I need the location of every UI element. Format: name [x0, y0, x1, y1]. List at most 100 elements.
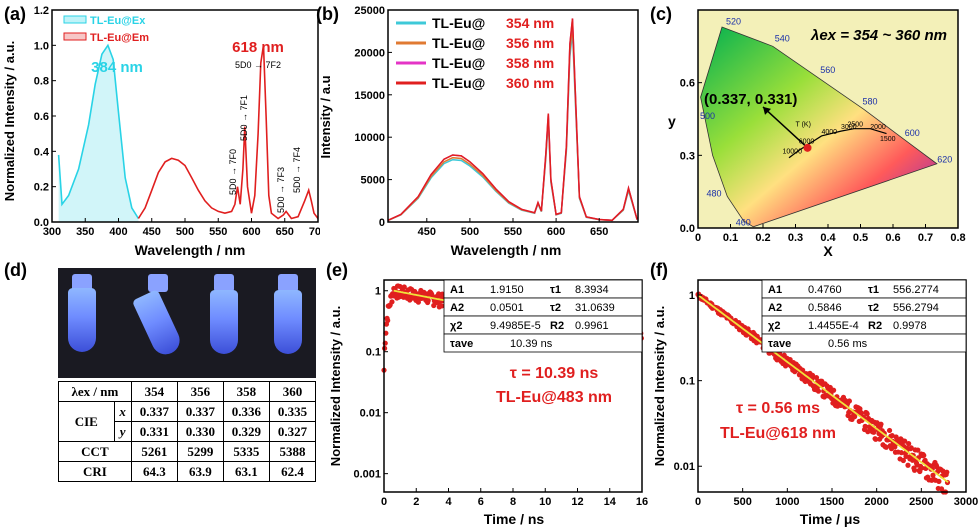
a-xtick-label: 500 [176, 226, 194, 238]
b-ytick-label: 25000 [354, 5, 385, 17]
panel-label-f: (f) [650, 260, 668, 280]
f-xtick-label: 0 [695, 496, 701, 508]
trans-f1: 5D0 → 7F1 [239, 95, 249, 141]
e-xlabel: Time / ns [484, 511, 545, 527]
cell: 5299 [176, 441, 224, 462]
decay-point [878, 421, 884, 427]
chart-f: 0 500 1000 1500 2000 2500 3000 1 0.1 0.01 Normali… [652, 279, 978, 527]
table-f-cell: 0.56 ms [828, 338, 868, 350]
panel-label-c: (c) [650, 4, 672, 24]
planckian-locus [788, 128, 887, 159]
row-y: y [113, 421, 132, 442]
temp-label: 4000 [822, 129, 838, 136]
e-xtick-label: 8 [510, 496, 516, 508]
trans-f4: 5D0 → 7F4 [292, 147, 302, 193]
f-ytick-label: 0.01 [674, 461, 695, 473]
decay-point [930, 472, 936, 478]
table-e-cell: 9.4985E-5 [490, 320, 541, 332]
cell: 0.327 [268, 421, 317, 442]
ex-area [58, 45, 139, 222]
peak-ex-label: 384 nm [91, 59, 143, 76]
table-e-cell: 0.9961 [575, 320, 609, 332]
fit-curve [697, 294, 949, 483]
a-xlabel: Wavelength / nm [135, 242, 246, 258]
table-e-cell: 31.0639 [575, 302, 615, 314]
chart-b: 450 500 550 600 650 0 5000 10000 15000 20000 25000… [318, 5, 639, 258]
c-ylabel: y [668, 113, 676, 129]
legend-prefix: TL-Eu@ [432, 15, 485, 31]
e-sample: TL-Eu@483 nm [496, 389, 612, 406]
decay-point [874, 420, 880, 426]
legend-value: 356 nm [506, 35, 554, 51]
legend-swatch-em [63, 32, 87, 41]
table-f-cell: χ2 [768, 320, 780, 332]
temp-label: 10000 [783, 148, 803, 155]
legend-ex: TL-Eu@Ex [90, 15, 146, 27]
series-360 nm [387, 18, 638, 222]
a-xtick-label: 450 [143, 226, 161, 238]
table-e-cell: 1.9150 [490, 284, 524, 296]
e-ytick-label: 1 [375, 286, 381, 298]
table-e-cell: τ2 [550, 302, 561, 314]
row-cri: CRI [58, 461, 132, 482]
e-tau: τ = 10.39 ns [510, 365, 599, 382]
cie-point [803, 143, 812, 152]
decay-point [905, 462, 911, 468]
decay-point [815, 388, 822, 394]
table-f-cell: τ1 [868, 284, 879, 296]
a-ytick-label: 0.6 [34, 111, 49, 123]
row-cct: CCT [58, 441, 132, 462]
legend-value: 360 nm [506, 75, 554, 91]
c-xtick-label: 0.1 [723, 232, 738, 244]
c-xtick-label: 0.8 [950, 232, 965, 244]
table-e-row [443, 333, 643, 353]
table-f-cell: 556.2774 [893, 284, 939, 296]
cell: 63.9 [176, 461, 224, 482]
e-xtick-label: 14 [604, 496, 617, 508]
wavelength-label: 480 [707, 189, 722, 199]
table-f-cell: 1.4455E-4 [808, 320, 859, 332]
hdr-358: 358 [222, 381, 270, 402]
e-ytick-label: 0.01 [360, 408, 381, 420]
decay-point [830, 387, 837, 393]
peak-em-label: 618 nm [232, 39, 284, 56]
e-xtick-label: 12 [571, 496, 583, 508]
cell: 64.3 [130, 461, 178, 482]
decay-point [906, 440, 912, 447]
wavelength-label: 520 [726, 17, 741, 27]
trans-f3: 5D0 → 7F3 [276, 167, 286, 213]
e-xtick-label: 2 [413, 496, 419, 508]
legend-em: TL-Eu@Em [90, 32, 149, 44]
a-ytick-label: 0.0 [34, 217, 49, 229]
c-xtick-label: 0.6 [885, 232, 900, 244]
table-f-cell: 0.4760 [808, 284, 842, 296]
coord-arrowhead [763, 106, 771, 115]
cell: 62.4 [268, 461, 317, 482]
f-sample: TL-Eu@618 nm [720, 425, 836, 442]
a-xtick-label: 350 [76, 226, 94, 238]
legend-swatch-ex [63, 15, 87, 24]
a-xtick-label: 550 [209, 226, 227, 238]
e-ytick-label: 0.001 [353, 469, 381, 481]
wavelength-label: 500 [700, 111, 715, 121]
table-e-row [443, 279, 643, 299]
a-xtick-label: 300 [43, 226, 61, 238]
decay-point [846, 398, 852, 404]
f-xlabel: Time / μs [800, 511, 861, 527]
trans-f2: 5D0 → 7F2 [235, 60, 281, 70]
table-e-cell: 10.39 ns [510, 338, 553, 350]
table-f-cell: A1 [768, 284, 782, 296]
hdr-354: 354 [130, 381, 178, 402]
decay-point [883, 444, 889, 450]
c-xtick-label: 0 [695, 232, 701, 244]
decay-point [858, 410, 864, 416]
vial-photo [58, 268, 316, 378]
decay-point [908, 445, 914, 451]
c-xtick-label: 0.4 [820, 232, 836, 244]
decay-point [862, 423, 868, 429]
decay-point [389, 299, 395, 305]
c-xlabel: X [823, 243, 833, 259]
a-xtick-label: 650 [276, 226, 294, 238]
panel-label-e: (e) [326, 260, 348, 280]
c-xtick-label: 0.2 [755, 232, 770, 244]
